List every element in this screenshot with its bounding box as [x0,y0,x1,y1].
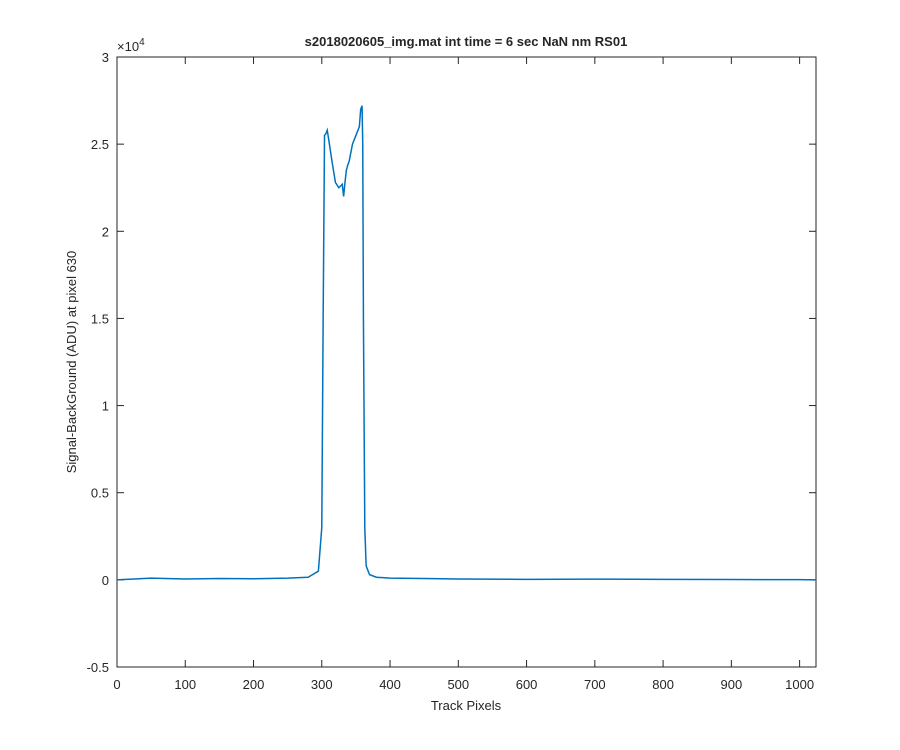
y-tick-label: 3 [102,50,109,65]
exponent-base: ×10 [117,39,139,54]
x-tick-label: 1000 [785,677,814,692]
x-tick-label: 300 [311,677,333,692]
y-tick-label: 2 [102,224,109,239]
plot-area [116,56,817,668]
x-tick-label: 600 [516,677,538,692]
exponent-power: 4 [139,37,145,48]
data-line [116,105,817,581]
y-tick-label: 1 [102,399,109,414]
x-tick-label: 200 [243,677,265,692]
x-tick-label: 500 [447,677,469,692]
y-tick-label: 1.5 [91,311,109,326]
x-tick-label: 700 [584,677,606,692]
x-tick-label: 800 [652,677,674,692]
y-tick-label: 2.5 [91,137,109,152]
x-tick-label: 100 [174,677,196,692]
y-tick-label: 0 [102,573,109,588]
y-axis-label: Signal-BackGround (ADU) at pixel 630 [64,251,79,474]
x-tick-label: 0 [113,677,120,692]
x-axis-label: Track Pixels [431,698,502,713]
x-tick-label: 400 [379,677,401,692]
y-exponent: ×104 [117,37,145,54]
chart-title: s2018020605_img.mat int time = 6 sec NaN… [305,34,628,49]
y-tick-label: -0.5 [87,660,109,675]
y-tick-label: 0.5 [91,486,109,501]
x-tick-label: 900 [721,677,743,692]
